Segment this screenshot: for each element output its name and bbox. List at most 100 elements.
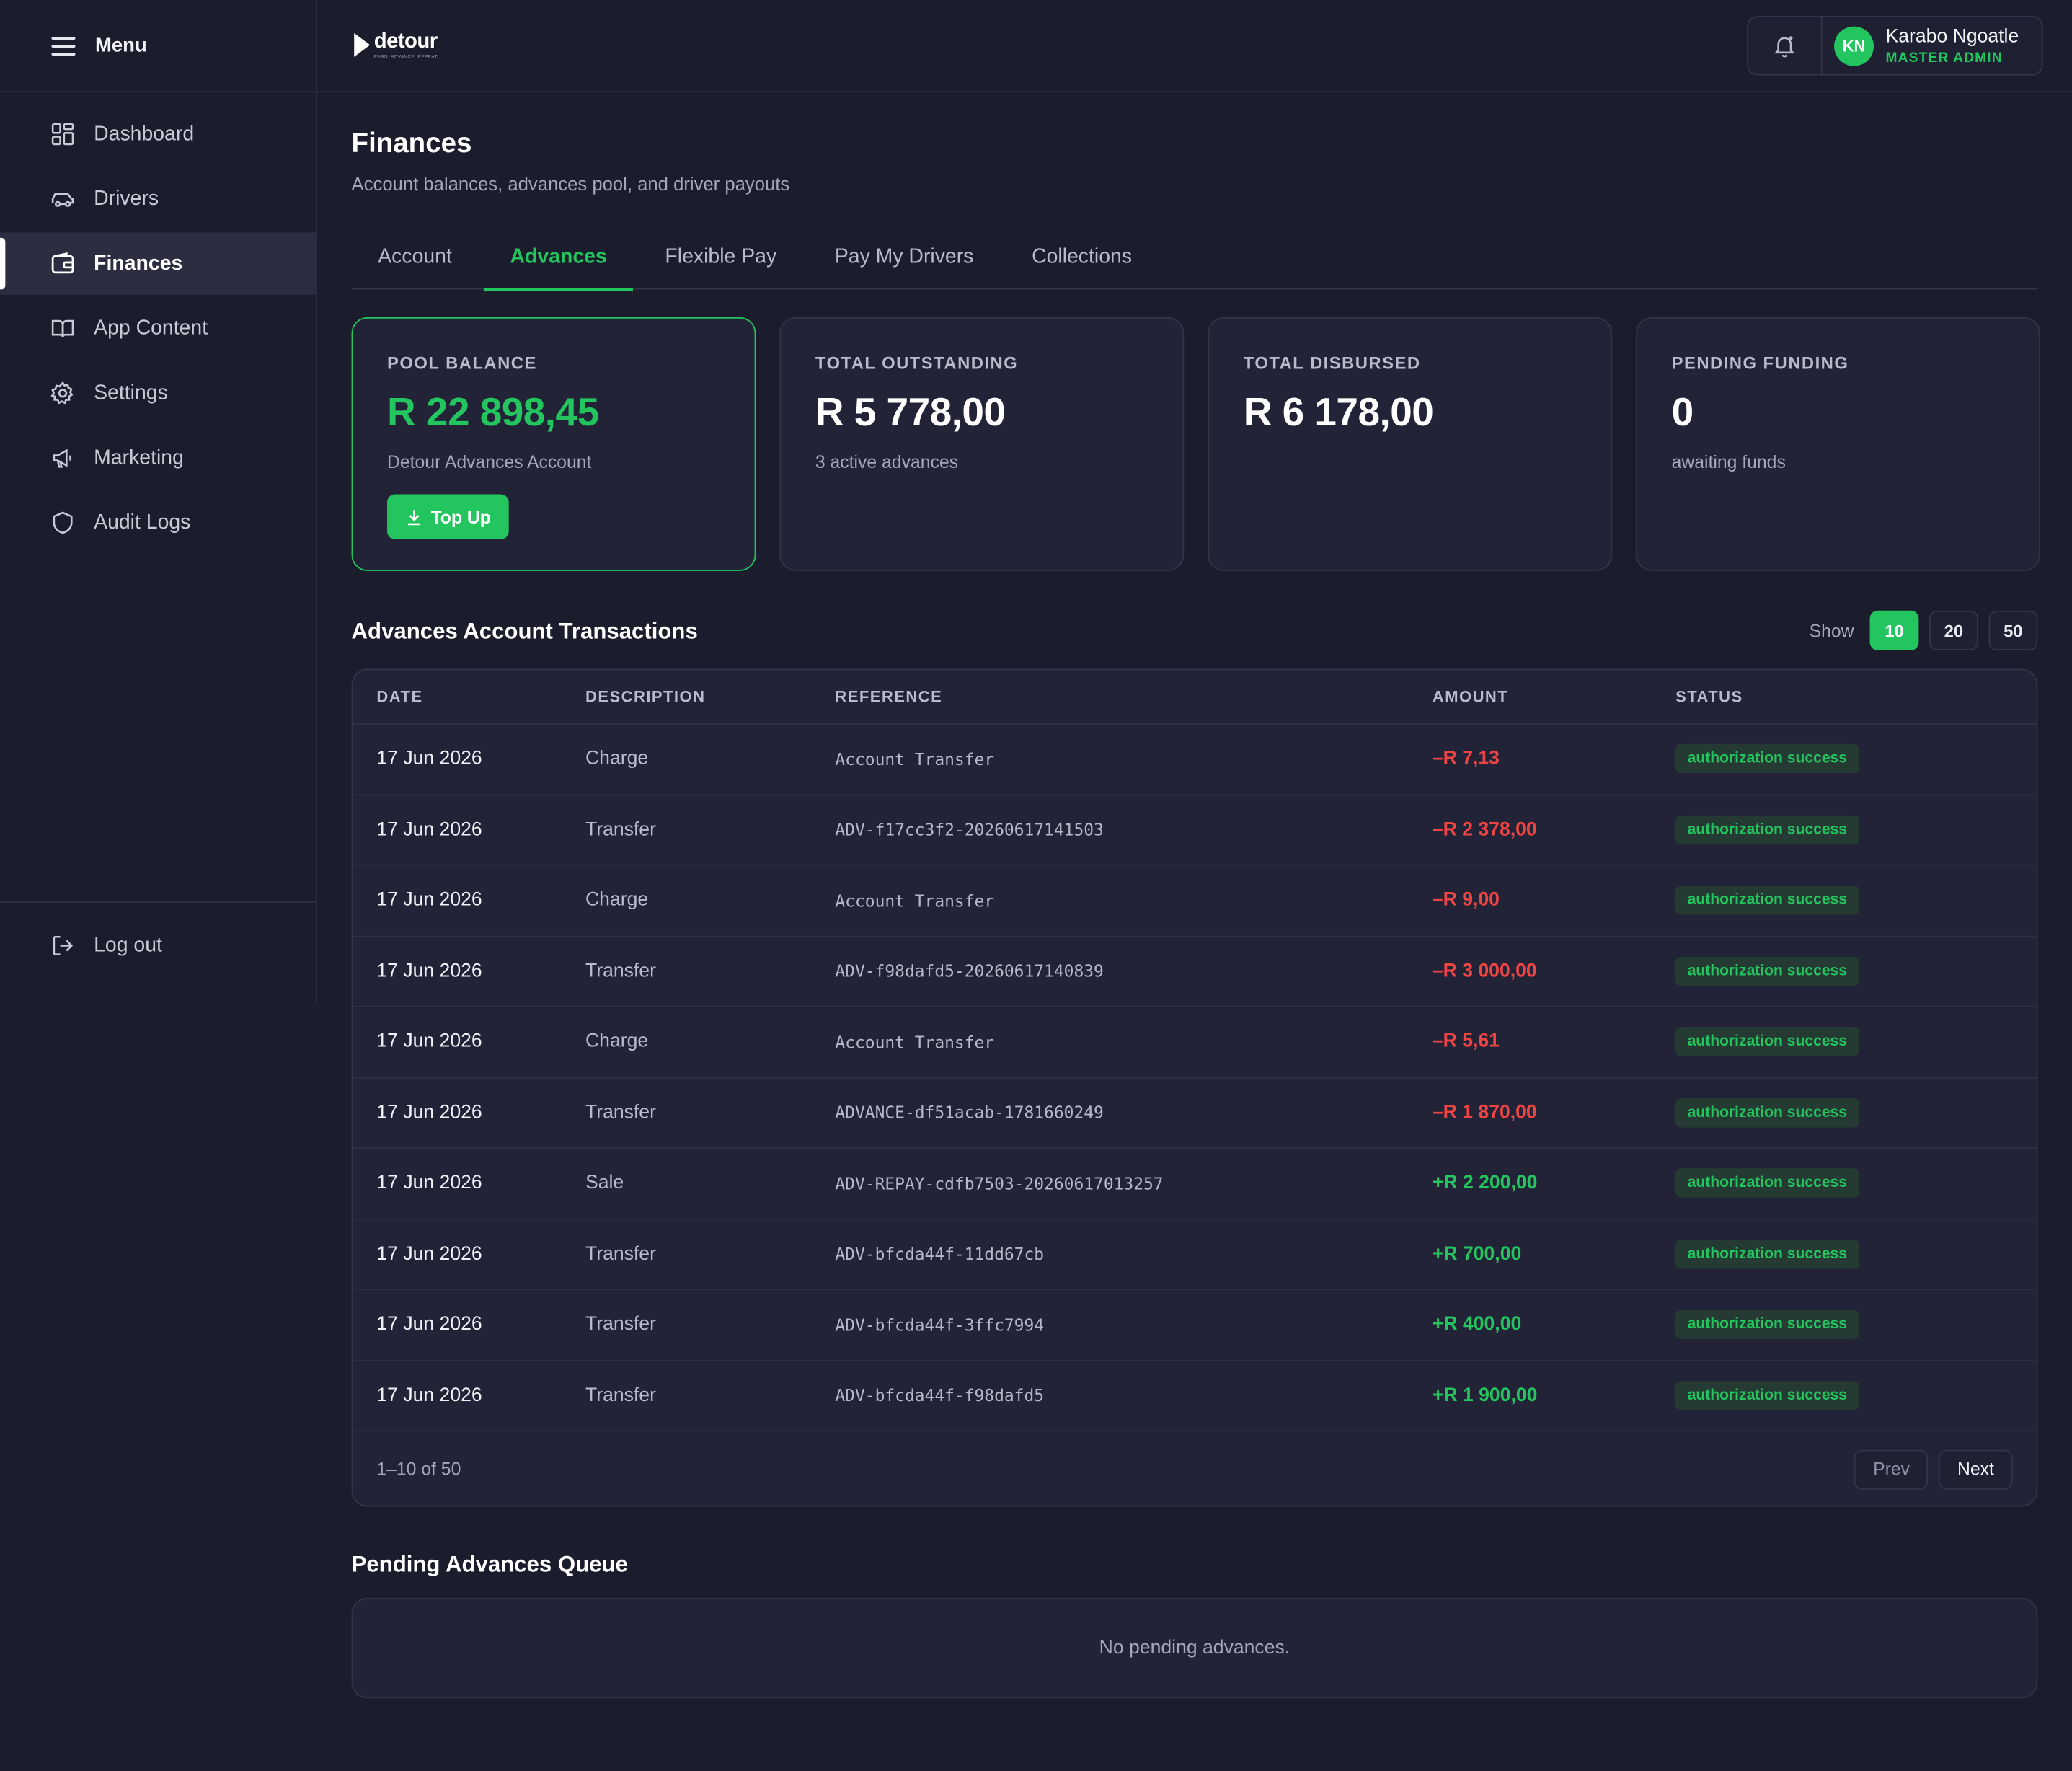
megaphone-icon [53, 449, 71, 468]
table-row[interactable]: 17 Jun 2026 Charge Account Transfer –R 9,00… [353, 866, 2037, 937]
pending-queue-panel: No pending advances. [351, 1597, 2038, 1699]
next-page-button[interactable]: Next [1939, 1449, 2013, 1489]
cell-status: authorization success [1675, 886, 2036, 915]
cell-status: authorization success [1675, 1310, 2036, 1340]
logout-button[interactable]: Log out [0, 914, 317, 976]
shield-icon [53, 511, 73, 534]
sidebar-item-finances[interactable]: Finances [0, 232, 316, 295]
cell-date: 17 Jun 2026 [376, 890, 482, 911]
menu-toggle[interactable]: Menu [0, 0, 316, 93]
pending-funding-card: PENDING FUNDING 0 awaiting funds [1636, 317, 2040, 571]
card-title: TOTAL DISBURSED [1243, 353, 1421, 373]
table-row[interactable]: 17 Jun 2026 Transfer ADV-f98dafd5-20260617… [353, 937, 2037, 1007]
cell-date: 17 Jun 2026 [376, 818, 482, 841]
cell-amount: –R 2 378,00 [1432, 818, 1537, 841]
top-up-button[interactable]: Top Up [387, 494, 510, 539]
sidebar-footer: Log out [0, 901, 317, 979]
cell-description: Charge [585, 890, 649, 911]
topbar: detour EARN. ADVANCE. REPEAT. KN Karabo … [316, 0, 2072, 93]
table-row[interactable]: 17 Jun 2026 Transfer ADV-bfcda44f-f98dafd5… [353, 1361, 2037, 1432]
user-name: Karabo Ngoatle [1885, 25, 2019, 48]
sidebar-item-drivers[interactable]: Drivers [0, 168, 316, 230]
cell-status: authorization success [1675, 1380, 2036, 1410]
cell-date: 17 Jun 2026 [376, 1314, 482, 1335]
status-badge: authorization success [1675, 1098, 1859, 1128]
hamburger-icon [51, 36, 76, 56]
cell-amount: +R 1 900,00 [1432, 1384, 1538, 1406]
column-header-status: STATUS [1675, 687, 1743, 706]
cell-description: Charge [585, 1031, 649, 1053]
cell-status: authorization success [1675, 1027, 2036, 1056]
cell-reference: ADV-f17cc3f2-20260617141503 [835, 819, 1104, 840]
total-outstanding-card: TOTAL OUTSTANDING R 5 778,00 3 active ad… [779, 317, 1185, 571]
cell-status: authorization success [1675, 956, 2036, 986]
table-row[interactable]: 17 Jun 2026 Transfer ADV-f17cc3f2-20260617… [353, 795, 2037, 866]
table-row[interactable]: 17 Jun 2026 Transfer ADV-bfcda44f-3ffc7994… [353, 1290, 2037, 1361]
cell-amount: +R 400,00 [1432, 1314, 1522, 1335]
cell-reference: ADV-bfcda44f-11dd67cb [835, 1244, 1045, 1264]
logout-icon [53, 935, 74, 955]
page-size-20-button[interactable]: 20 [1929, 610, 1978, 650]
column-header-reference: REFERENCE [835, 687, 943, 706]
cell-reference: Account Transfer [835, 748, 995, 769]
sidebar-item-label: Dashboard [94, 122, 195, 145]
cell-reference: ADV-bfcda44f-f98dafd5 [835, 1385, 1045, 1405]
status-badge: authorization success [1675, 1310, 1859, 1340]
page-size-50-button[interactable]: 50 [1988, 610, 2038, 650]
cell-description: Transfer [585, 818, 656, 841]
dashboard-icon [51, 123, 74, 146]
tab-collections[interactable]: Collections [1032, 245, 1133, 268]
cell-reference: ADVANCE-df51acab-1781660249 [835, 1103, 1104, 1123]
card-value: R 22 898,45 [387, 391, 599, 436]
brand-name: detour [373, 30, 438, 53]
tab-flexible-pay[interactable]: Flexible Pay [665, 245, 777, 268]
cell-date: 17 Jun 2026 [376, 1031, 482, 1053]
sidebar-item-settings[interactable]: Settings [0, 362, 316, 424]
cell-reference: Account Transfer [835, 1032, 995, 1052]
pagination-range: 1–10 of 50 [376, 1459, 461, 1480]
status-badge: authorization success [1675, 1380, 1859, 1410]
status-badge: authorization success [1675, 956, 1859, 986]
cell-description: Transfer [585, 1384, 656, 1406]
notifications-button[interactable] [1748, 17, 1823, 74]
prev-page-button[interactable]: Prev [1854, 1449, 1929, 1489]
cell-amount: +R 2 200,00 [1432, 1172, 1538, 1194]
sidebar-item-audit-logs[interactable]: Audit Logs [0, 492, 316, 554]
table-row[interactable]: 17 Jun 2026 Charge Account Transfer –R 5,61… [353, 1007, 2037, 1078]
sidebar-item-label: Finances [94, 252, 183, 275]
sidebar-nav: Dashboard Drivers Finances App Content [0, 92, 316, 554]
cell-description: Transfer [585, 1243, 656, 1265]
tab-account[interactable]: Account [378, 245, 452, 268]
tab-advances[interactable]: Advances [483, 225, 634, 291]
table-row[interactable]: 17 Jun 2026 Sale ADV-REPAY-cdfb7503-202606… [353, 1149, 2037, 1219]
sidebar-item-app-content[interactable]: App Content [0, 297, 316, 359]
cell-description: Charge [585, 748, 649, 770]
column-header-date: DATE [376, 687, 423, 706]
total-disbursed-card: TOTAL DISBURSED R 6 178,00 [1208, 317, 1613, 571]
gear-icon [50, 381, 74, 405]
card-title: PENDING FUNDING [1671, 353, 1849, 373]
table-row[interactable]: 17 Jun 2026 Charge Account Transfer –R 7,13… [353, 724, 2037, 795]
cell-status: authorization success [1675, 1098, 2036, 1128]
table-header: DATE DESCRIPTION REFERENCE AMOUNT STATUS [353, 670, 2037, 725]
pool-balance-card: POOL BALANCE R 22 898,45 Detour Advances… [351, 317, 756, 571]
column-header-amount: AMOUNT [1432, 687, 1509, 706]
cell-reference: ADV-bfcda44f-3ffc7994 [835, 1315, 1045, 1335]
empty-state-text: No pending advances. [1099, 1637, 1290, 1659]
brand-tagline: EARN. ADVANCE. REPEAT. [373, 54, 439, 60]
cell-description: Transfer [585, 960, 656, 982]
transactions-table: DATE DESCRIPTION REFERENCE AMOUNT STATUS… [351, 668, 2038, 1507]
page-size-10-button[interactable]: 10 [1869, 610, 1919, 650]
cell-date: 17 Jun 2026 [376, 1243, 482, 1265]
table-row[interactable]: 17 Jun 2026 Transfer ADVANCE-df51acab-1781… [353, 1078, 2037, 1149]
table-row[interactable]: 17 Jun 2026 Transfer ADV-bfcda44f-11dd67cb… [353, 1219, 2037, 1290]
card-subtitle: 3 active advances [815, 451, 958, 472]
sidebar-item-dashboard[interactable]: Dashboard [0, 103, 316, 165]
sidebar-item-marketing[interactable]: Marketing [0, 427, 316, 489]
tab-pay-my-drivers[interactable]: Pay My Drivers [834, 245, 974, 268]
sidebar-item-label: Audit Logs [94, 511, 191, 534]
status-badge: authorization success [1675, 1168, 1859, 1198]
table-body: 17 Jun 2026 Charge Account Transfer –R 7,13… [353, 724, 2037, 1432]
brand-logo[interactable]: detour EARN. ADVANCE. REPEAT. [354, 30, 439, 60]
user-menu[interactable]: KN Karabo Ngoatle MASTER ADMIN [1747, 15, 2043, 76]
